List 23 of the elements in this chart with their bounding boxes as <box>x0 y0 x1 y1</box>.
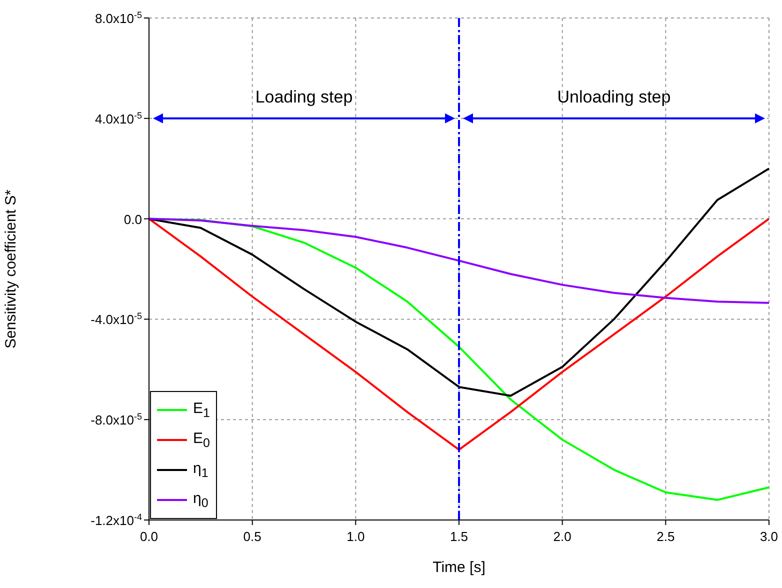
legend-label: η$_{1}$ <box>193 460 208 480</box>
y-axis-title: Sensitivity coefficient S* <box>2 189 20 348</box>
legend-label: η$_{0}$ <box>193 490 208 510</box>
x-tick-label: 0.5 <box>243 529 262 544</box>
x-tick-label: 2.5 <box>656 529 675 544</box>
x-tick-label: 2.0 <box>553 529 572 544</box>
y-tick-label: -4.0x10$^{-5}$ <box>90 311 142 328</box>
x-tick-label: 3.0 <box>760 529 778 544</box>
x-tick-label: 1.0 <box>346 529 365 544</box>
y-tick-label: -1.2x10$^{-4}$ <box>90 512 142 528</box>
y-tick-label: 8.0x10$^{-5}$ <box>94 10 142 26</box>
annotation: Loading step <box>255 87 353 106</box>
y-tick-label: -8.0x10$^{-5}$ <box>90 412 142 428</box>
legend-label: E$_{0}$ <box>193 430 210 450</box>
annotation: Unloading step <box>557 87 671 106</box>
x-tick-label: 0.0 <box>140 529 158 544</box>
legend-label: E$_{1}$ <box>193 400 210 420</box>
y-tick-label: 4.0x10$^{-5}$ <box>94 110 142 126</box>
y-tick-label: 0.0 <box>124 212 142 227</box>
x-tick-label: 1.5 <box>450 529 468 544</box>
line-series <box>149 218 769 304</box>
line-series <box>149 218 769 451</box>
x-axis-title: Time [s] <box>432 559 486 576</box>
